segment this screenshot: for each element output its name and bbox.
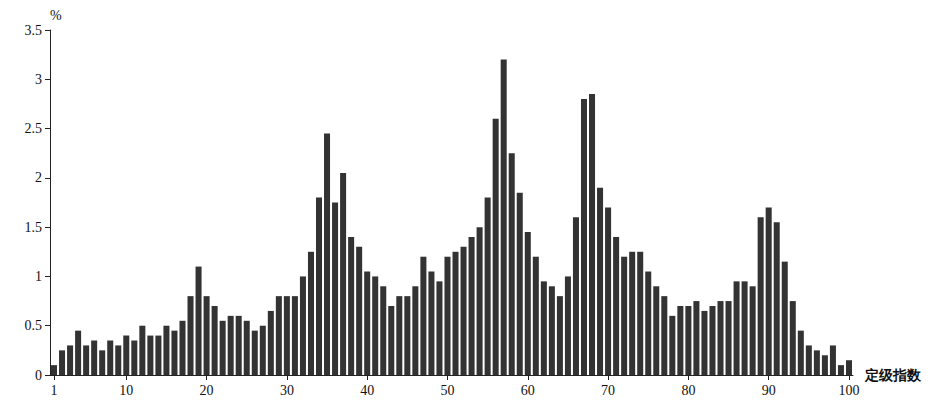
svg-text:2.5: 2.5 — [25, 121, 43, 136]
svg-text:2: 2 — [35, 170, 42, 185]
svg-text:40: 40 — [360, 383, 374, 398]
svg-text:100: 100 — [838, 383, 859, 398]
svg-text:3.5: 3.5 — [25, 23, 43, 38]
svg-text:0: 0 — [35, 368, 42, 383]
svg-text:80: 80 — [681, 383, 695, 398]
svg-text:定级指数: 定级指数 — [864, 367, 922, 383]
svg-text:1.5: 1.5 — [25, 220, 43, 235]
svg-text:3: 3 — [35, 72, 42, 87]
svg-text:70: 70 — [601, 383, 615, 398]
svg-text:60: 60 — [521, 383, 535, 398]
svg-text:10: 10 — [119, 383, 133, 398]
svg-text:1: 1 — [35, 269, 42, 284]
svg-text:90: 90 — [762, 383, 776, 398]
svg-text:50: 50 — [440, 383, 454, 398]
svg-text:%: % — [50, 8, 62, 23]
svg-text:1: 1 — [51, 383, 58, 398]
svg-text:0.5: 0.5 — [25, 318, 43, 333]
svg-text:30: 30 — [280, 383, 294, 398]
svg-text:20: 20 — [200, 383, 214, 398]
